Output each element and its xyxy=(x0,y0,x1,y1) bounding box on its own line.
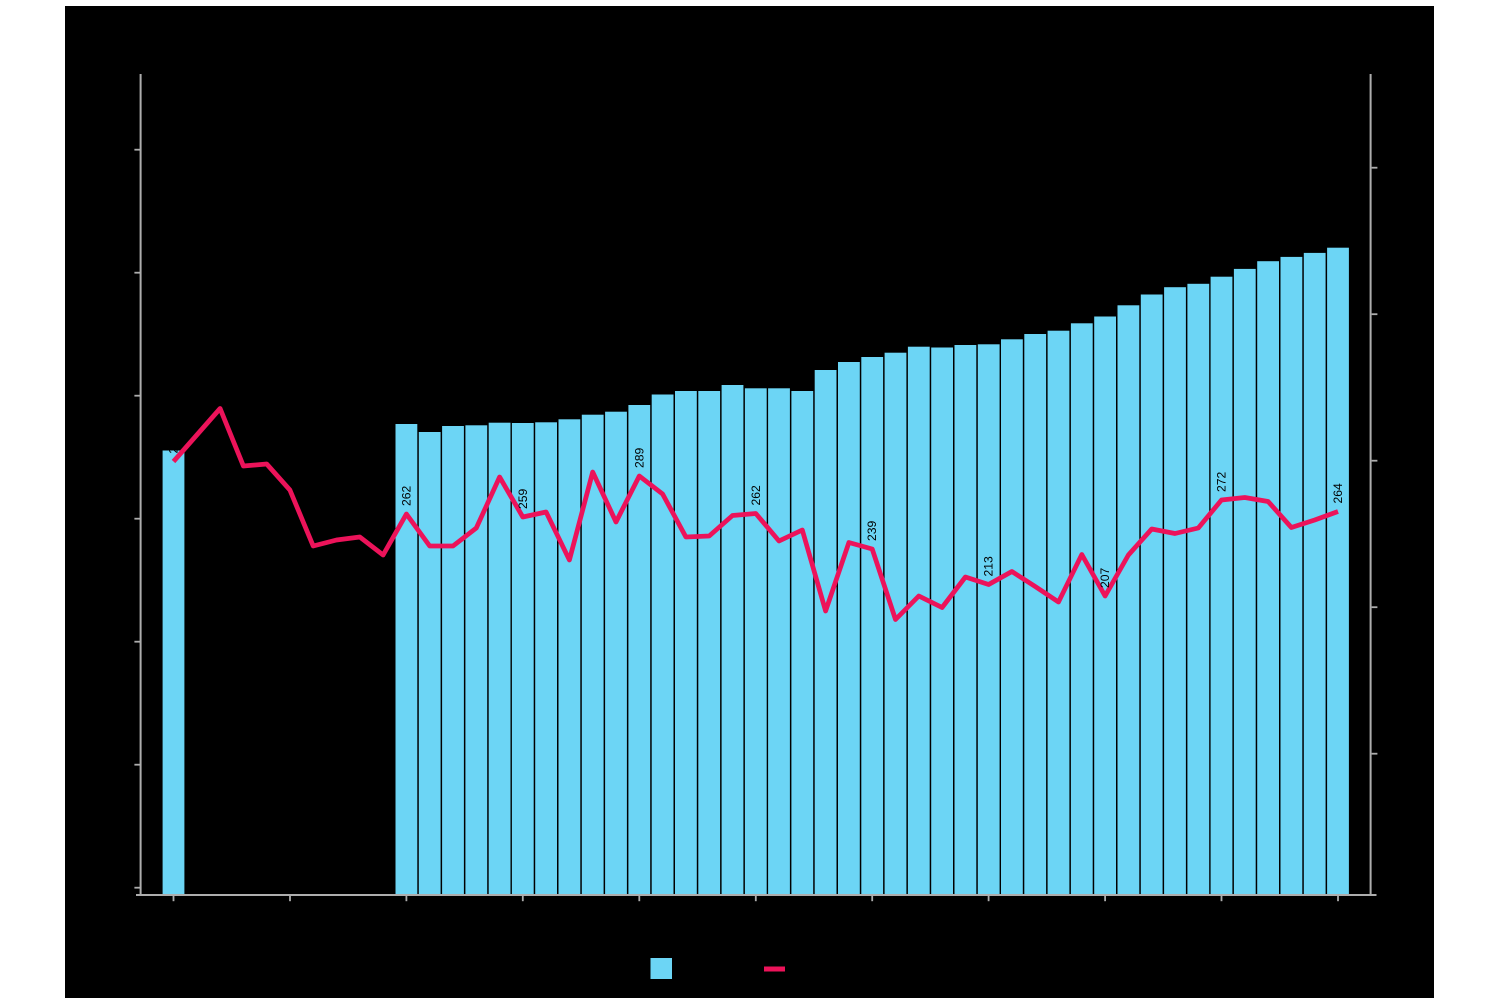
svg-text:239: 239 xyxy=(865,520,879,541)
svg-text:259: 259 xyxy=(516,488,530,509)
svg-text:262: 262 xyxy=(399,485,413,506)
svg-text:264: 264 xyxy=(1331,483,1345,504)
svg-text:289: 289 xyxy=(632,447,646,468)
svg-text:299: 299 xyxy=(167,433,181,454)
svg-text:272: 272 xyxy=(1215,471,1229,492)
svg-text:262: 262 xyxy=(749,485,763,506)
svg-text:207: 207 xyxy=(1098,567,1112,588)
svg-text:213: 213 xyxy=(982,556,996,577)
